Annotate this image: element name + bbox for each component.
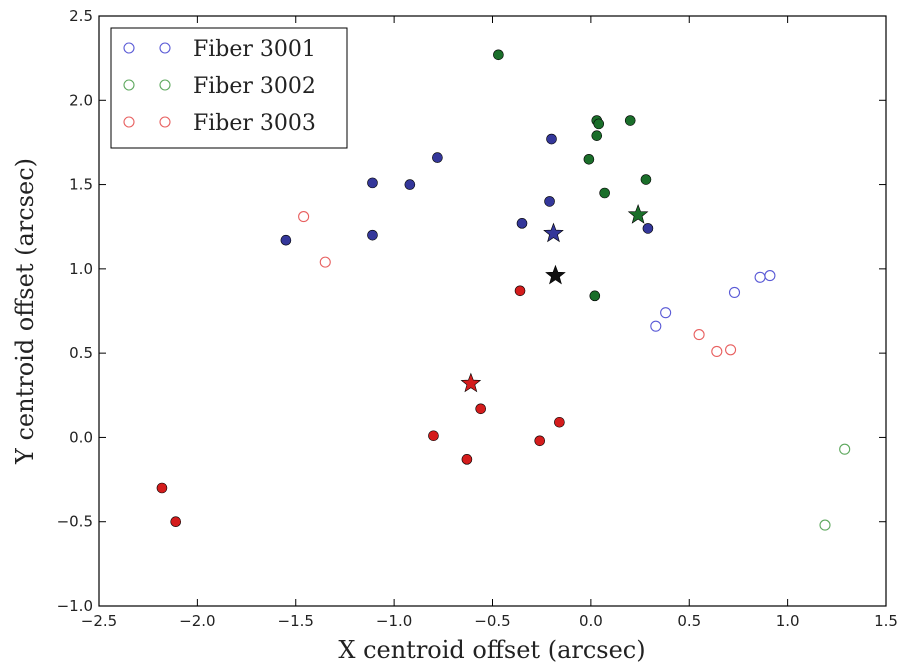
x-tick-label: −1.0: [376, 612, 412, 630]
legend: Fiber 3001 Fiber 3002 Fiber 3003: [110, 27, 348, 149]
y-tick-label: 1.5: [69, 176, 93, 194]
legend-label: Fiber 3001: [193, 37, 316, 62]
y-tick-label: −0.5: [57, 513, 93, 531]
x-tick-label: −0.5: [474, 612, 510, 630]
open-point: [839, 443, 851, 455]
series-2: [493, 49, 851, 531]
open-point: [660, 307, 672, 319]
mean-star: [543, 222, 564, 243]
filled-point: [640, 174, 652, 185]
filled-point: [593, 118, 605, 130]
open-point: [819, 519, 831, 531]
filled-point: [642, 223, 654, 234]
filled-point: [544, 196, 555, 207]
open-point: [711, 345, 723, 358]
open-point: [319, 256, 331, 268]
filled-point: [589, 290, 601, 302]
filled-point: [432, 152, 443, 163]
x-tick-label: 0.0: [579, 612, 603, 630]
filled-point: [367, 177, 378, 189]
x-tick-label: 1.0: [776, 612, 800, 630]
filled-point: [428, 430, 439, 442]
y-tick-label: −1.0: [57, 597, 93, 615]
y-tick-label: 0.5: [69, 344, 93, 362]
y-tick-label: 2.0: [69, 91, 93, 109]
filled-point: [170, 516, 182, 528]
legend-marker: [123, 79, 135, 91]
legend-marker: [159, 42, 171, 54]
x-tick-label: −1.5: [278, 612, 314, 630]
open-point: [754, 271, 766, 283]
mean-star: [627, 204, 649, 224]
mean-star: [460, 372, 482, 393]
legend-marker: [159, 79, 171, 91]
open-point: [764, 270, 776, 282]
filled-point: [367, 229, 378, 241]
x-tick-label: −2.5: [81, 612, 117, 630]
y-axis-title: Y centroid offset (arcsec): [11, 158, 39, 465]
series-1: [280, 133, 776, 332]
legend-marker: [159, 116, 171, 128]
overall-mean-star: [545, 264, 566, 285]
open-point: [298, 211, 310, 223]
open-point: [693, 329, 705, 341]
filled-point: [404, 179, 416, 190]
x-tick-label: −2.0: [179, 612, 215, 630]
legend-box: [110, 27, 348, 149]
legend-entry: Fiber 3003: [123, 111, 316, 136]
filled-point: [554, 416, 565, 428]
open-point: [650, 320, 662, 332]
legend-label: Fiber 3003: [193, 111, 316, 136]
filled-point: [583, 153, 595, 165]
y-tick-label: 0.0: [69, 428, 93, 446]
x-tick-label: 0.5: [677, 612, 701, 630]
filled-point: [514, 285, 526, 297]
legend-label: Fiber 3002: [193, 74, 316, 99]
data-marks: [156, 49, 851, 531]
filled-point: [599, 187, 610, 199]
axis-ticks: −2.5 −2.0 −1.5 −1.0 −0.5 0.0 0.5 1.0 1.5 −1.0 −0.5…: [57, 7, 898, 630]
legend-marker: [123, 42, 135, 54]
open-point: [728, 286, 741, 299]
x-tick-label: 1.5: [874, 612, 898, 630]
filled-point: [493, 49, 504, 61]
y-tick-label: 1.0: [69, 260, 93, 278]
filled-point: [156, 482, 168, 494]
filled-point: [461, 454, 473, 465]
legend-entry: Fiber 3002: [123, 74, 316, 99]
open-point: [725, 344, 737, 356]
filled-point: [591, 130, 603, 141]
legend-entry: Fiber 3001: [123, 37, 316, 62]
filled-point: [546, 133, 557, 145]
filled-point: [624, 115, 636, 126]
x-axis-title: X centroid offset (arcsec): [338, 636, 645, 664]
series-3: [156, 211, 737, 528]
filled-point: [280, 234, 292, 246]
legend-marker: [123, 116, 135, 128]
filled-point: [516, 218, 528, 229]
filled-point: [534, 435, 546, 447]
y-tick-label: 2.5: [69, 7, 93, 25]
filled-point: [475, 403, 486, 415]
